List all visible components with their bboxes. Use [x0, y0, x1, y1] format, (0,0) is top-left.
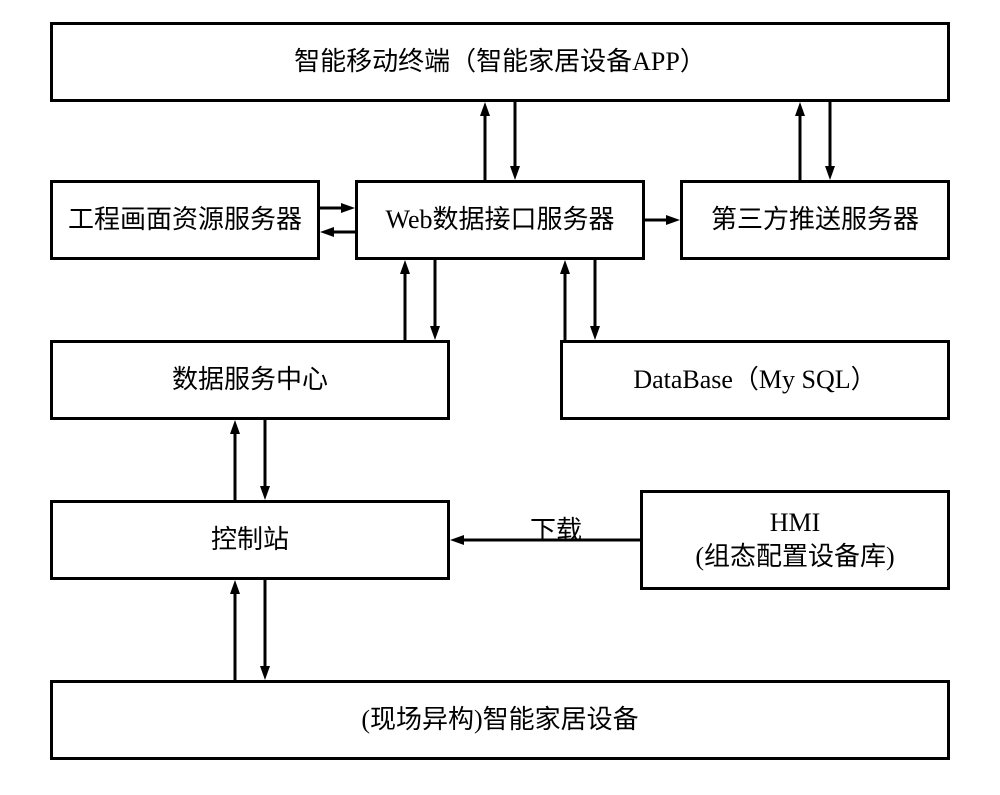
- node-data_center: 数据服务中心: [50, 340, 450, 420]
- node-control: 控制站: [50, 500, 450, 580]
- node-devices: (现场异构)智能家居设备: [50, 680, 950, 760]
- node-hmi: HMI(组态配置设备库): [640, 490, 950, 590]
- edge-label-download: 下载: [530, 510, 582, 547]
- node-database: DataBase（My SQL）: [560, 340, 950, 420]
- node-push: 第三方推送服务器: [680, 180, 950, 260]
- architecture-diagram: 智能移动终端（智能家居设备APP） 工程画面资源服务器 Web数据接口服务器第三方推…: [0, 0, 1000, 795]
- node-terminal: 智能移动终端（智能家居设备APP）: [50, 22, 950, 102]
- node-web_server: Web数据接口服务器: [355, 180, 645, 260]
- node-eng_server: 工程画面资源服务器: [50, 180, 320, 260]
